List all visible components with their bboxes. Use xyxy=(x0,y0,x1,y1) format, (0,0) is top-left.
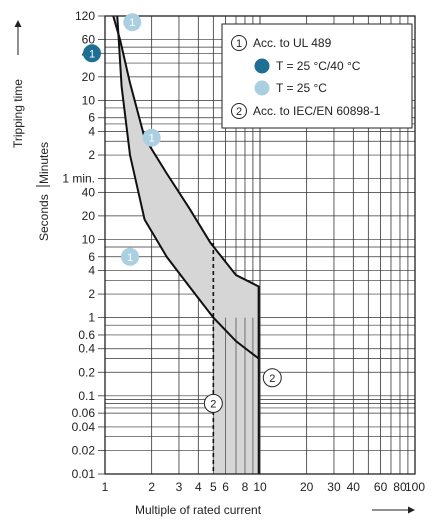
legend-dot-dark xyxy=(254,58,270,74)
y-tick-label: 2 xyxy=(88,148,95,162)
annotation-marker: 1 xyxy=(121,247,140,266)
y-axis-arrow xyxy=(14,20,22,55)
y-tick-label: 6 xyxy=(88,250,95,264)
x-tick-label: 30 xyxy=(327,480,341,494)
annotation-label: 2 xyxy=(269,373,275,385)
x-tick-label: 60 xyxy=(374,480,388,494)
x-axis-arrow xyxy=(372,506,415,514)
x-tick-label: 6 xyxy=(222,480,229,494)
y-tick-label: 0.4 xyxy=(78,342,95,356)
x-axis-label: Multiple of rated current xyxy=(135,503,262,517)
annotation-label: 1 xyxy=(149,133,155,145)
annotation-marker: 1 xyxy=(83,44,101,63)
legend-label-ul489: Acc. to UL 489 xyxy=(253,36,332,50)
x-tick-label: 1 xyxy=(102,480,109,494)
annotation-marker: 1 xyxy=(142,128,161,147)
legend-marker-1: 1 xyxy=(236,38,242,50)
y-tick-label: 4 xyxy=(88,124,95,138)
x-tick-label: 80 xyxy=(393,480,407,494)
y-tick-label: 0.06 xyxy=(72,406,96,420)
curve-annotations: 1 1 1 1 2 2 xyxy=(83,13,282,413)
y-tick-label: 2 xyxy=(88,287,95,301)
tolerance-band-area xyxy=(113,16,259,359)
y-tick-label: 0.1 xyxy=(78,389,95,403)
legend-marker-2: 2 xyxy=(236,106,242,118)
legend-label-25-40: T = 25 °C/40 °C xyxy=(276,59,361,73)
x-tick-label: 20 xyxy=(300,480,314,494)
x-tick-label: 3 xyxy=(176,480,183,494)
annotation-marker: 2 xyxy=(262,368,282,388)
y-tick-label: 40 xyxy=(82,185,96,199)
legend-item-25-40: T = 25 °C/40 °C xyxy=(254,58,361,74)
legend-dot-light xyxy=(254,80,270,96)
y-axis-label: Tripping time xyxy=(11,79,25,148)
x-tick-label: 5 xyxy=(210,480,217,494)
annotation-marker: 1 xyxy=(123,13,142,32)
x-tick-label: 2 xyxy=(148,480,155,494)
plot-frame xyxy=(104,15,416,475)
annotation-label: 1 xyxy=(127,252,133,264)
legend-item-iec: 2 Acc. to IEC/EN 60898-1 xyxy=(231,103,381,119)
legend-item-25: T = 25 °C xyxy=(254,80,327,96)
trip-curve-upper-limit xyxy=(112,15,260,359)
y-tick-label: 1 min. xyxy=(62,172,95,186)
legend-label-25: T = 25 °C xyxy=(276,81,327,95)
x-tick-label: 8 xyxy=(242,480,249,494)
x-tick-label: 100 xyxy=(405,480,425,494)
y-tick-label: 10 xyxy=(82,93,96,107)
x-tick-label: 10 xyxy=(253,480,267,494)
legend-item-ul489: 1 Acc. to UL 489 xyxy=(231,35,332,51)
y-tick-label: 20 xyxy=(82,209,96,223)
annotation-marker: 2 xyxy=(203,393,223,413)
y-tick-label: 6 xyxy=(88,111,95,125)
tolerance-band xyxy=(113,16,259,474)
annotation-label: 1 xyxy=(89,48,95,60)
y-tick-label: 0.04 xyxy=(72,420,96,434)
y-tick-label: 0.02 xyxy=(72,443,96,457)
y-tick-label: 1 xyxy=(88,311,95,325)
trip-curves xyxy=(112,15,260,474)
y-unit-seconds: Seconds xyxy=(37,194,51,241)
x-tick-label: 4 xyxy=(195,480,202,494)
y-tick-label: 0.2 xyxy=(78,365,95,379)
y-tick-label: 60 xyxy=(82,33,96,47)
legend: 1 Acc. to UL 489 T = 25 °C/40 °C T = 25 … xyxy=(221,23,413,129)
y-tick-label: 10 xyxy=(82,232,96,246)
annotation-label: 1 xyxy=(129,17,135,29)
x-tick-label: 40 xyxy=(347,480,361,494)
legend-label-iec: Acc. to IEC/EN 60898-1 xyxy=(253,104,381,118)
y-unit-minutes: Minutes xyxy=(37,142,51,184)
trip-curve-lower-limit xyxy=(116,15,260,360)
y-tick-labels: 120604020106421 min.40201064210.60.40.20… xyxy=(62,9,105,481)
y-tick-label: 0.6 xyxy=(78,328,95,342)
y-tick-label: 120 xyxy=(75,9,95,23)
annotation-label: 2 xyxy=(210,398,216,410)
y-tick-label: 0.01 xyxy=(72,467,96,481)
y-tick-label: 4 xyxy=(88,264,95,278)
y-tick-label: 20 xyxy=(82,70,96,84)
